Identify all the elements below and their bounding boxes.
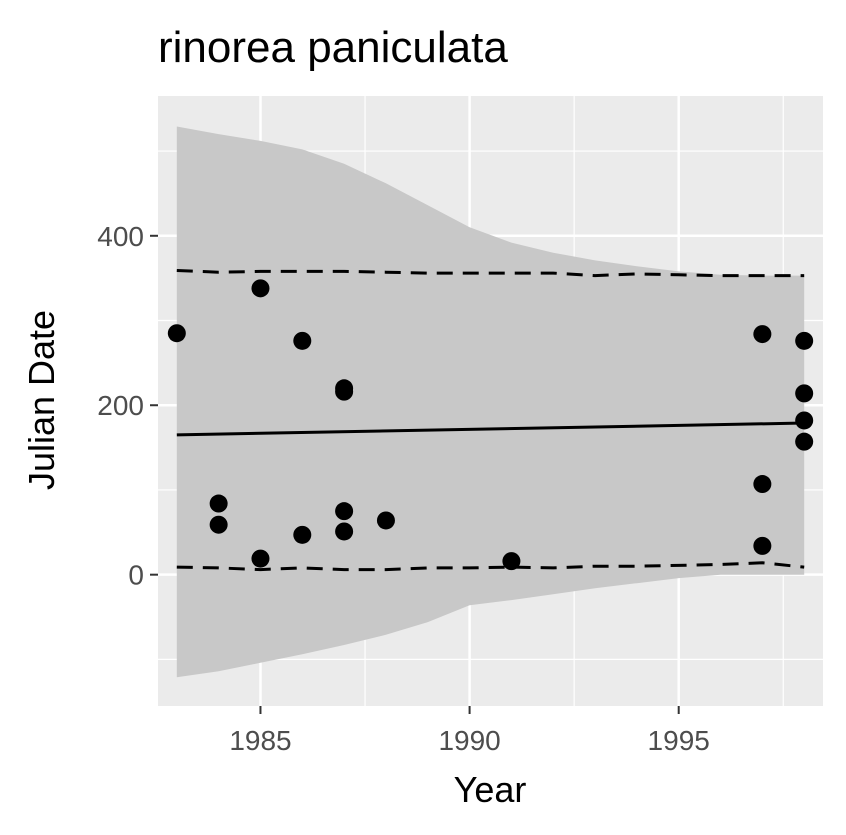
data-point	[167, 324, 186, 343]
y-tick-label: 200	[97, 390, 144, 421]
x-tick-label: 1990	[438, 725, 500, 756]
data-point	[335, 502, 354, 521]
lower-dashed-line	[176, 561, 805, 572]
data-point	[293, 331, 312, 350]
data-point	[251, 279, 270, 298]
data-point	[753, 475, 772, 494]
data-point	[795, 432, 814, 451]
x-tick-label: 1995	[648, 725, 710, 756]
x-axis-ticks: 1985 1990 1995	[229, 706, 710, 756]
data-points	[167, 279, 814, 571]
confidence-ribbon	[176, 126, 805, 678]
trend-line	[176, 421, 805, 437]
data-point	[209, 515, 228, 534]
chart-title: rinorea paniculata	[158, 23, 508, 72]
data-point	[795, 384, 814, 403]
x-axis-title: Year	[454, 769, 527, 810]
data-point	[753, 536, 772, 555]
data-point	[753, 325, 772, 344]
data-point	[376, 511, 395, 530]
data-point	[335, 522, 354, 541]
data-point	[251, 549, 270, 568]
data-point	[335, 382, 354, 401]
data-point	[293, 525, 312, 544]
upper-dashed-line	[176, 269, 805, 278]
y-axis-ticks: 0 200 400	[97, 221, 158, 591]
y-axis-title: Julian Date	[21, 310, 62, 490]
data-point	[795, 411, 814, 430]
y-tick-label: 0	[128, 560, 144, 591]
data-point	[795, 331, 814, 350]
y-tick-label: 400	[97, 221, 144, 252]
data-point	[502, 552, 521, 571]
data-point	[209, 494, 228, 513]
x-tick-label: 1985	[229, 725, 291, 756]
